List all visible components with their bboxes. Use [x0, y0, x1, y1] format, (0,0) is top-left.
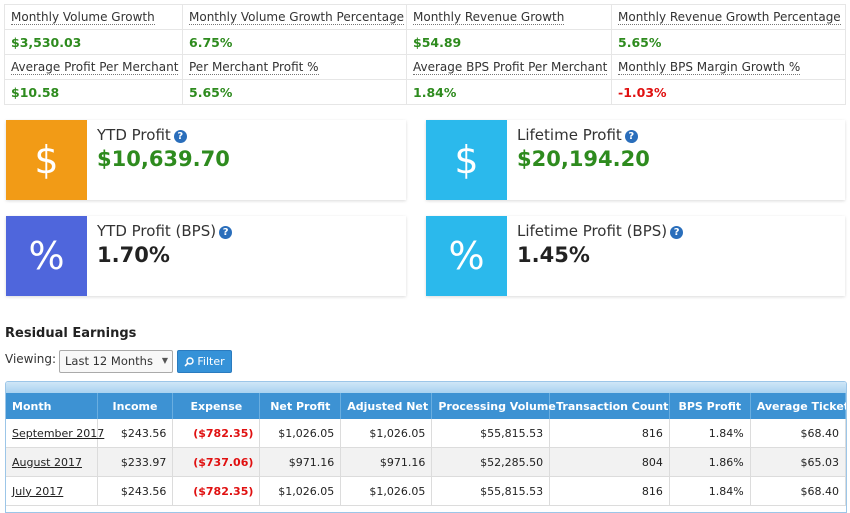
cell-income: $243.56 — [97, 419, 174, 448]
dollar-icon: $ — [426, 120, 507, 200]
lifetime-bps-title: Lifetime Profit (BPS)? — [517, 222, 684, 240]
period-select-value: Last 12 Months — [65, 354, 153, 368]
ytd-profit-title: YTD Profit? — [97, 126, 187, 144]
metric-label-revenue-growth-pct: Monthly Revenue Growth Percentage — [611, 4, 846, 30]
cell-bps-profit: 1.84% — [669, 476, 751, 506]
cell-transaction-count: 816 — [549, 476, 670, 506]
month-link[interactable]: July 2017 — [6, 476, 98, 506]
help-icon[interactable]: ? — [624, 130, 638, 143]
cell-net-profit: $1,026.05 — [259, 419, 342, 448]
dollar-icon: $ — [6, 120, 87, 200]
cell-average-ticket: $65.03 — [750, 447, 846, 477]
cell-average-ticket: $68.40 — [750, 419, 846, 448]
lifetime-profit-value: $20,194.20 — [517, 147, 650, 171]
cell-processing-volume: $55,815.53 — [431, 476, 551, 506]
cell-bps-profit: 1.86% — [669, 447, 751, 477]
search-icon — [184, 356, 195, 367]
viewing-label: Viewing: — [5, 352, 57, 366]
metric-label-avg-profit-merchant: Average Profit Per Merchant — [4, 54, 183, 80]
col-month[interactable]: Month — [6, 393, 98, 419]
cell-net-profit: $971.16 — [259, 447, 342, 477]
chevron-down-icon: ▼ — [161, 356, 168, 365]
table-header-row: Month Income Expense Net Profit Adjusted… — [6, 393, 846, 419]
cell-adjusted-net: $971.16 — [340, 447, 433, 477]
cell-expense: ($782.35) — [172, 419, 261, 448]
col-average-ticket[interactable]: Average Ticket — [750, 393, 846, 419]
cell-income: $243.56 — [97, 476, 174, 506]
residual-table: Month Income Expense Net Profit Adjusted… — [5, 381, 847, 513]
lifetime-bps-card: % Lifetime Profit (BPS)? 1.45% — [426, 216, 845, 296]
col-expense[interactable]: Expense — [172, 393, 261, 419]
cell-expense: ($782.35) — [172, 476, 261, 506]
col-processing-volume[interactable]: Processing Volume — [431, 393, 556, 419]
ytd-profit-card: $ YTD Profit? $10,639.70 — [6, 120, 406, 200]
month-link[interactable]: August 2017 — [6, 447, 98, 477]
table-row: September 2017 $243.56 ($782.35) $1,026.… — [6, 419, 846, 448]
help-icon[interactable]: ? — [670, 226, 684, 239]
metric-value-bps-margin-growth: -1.03% — [611, 79, 846, 105]
ytd-bps-card: % YTD Profit (BPS)? 1.70% — [6, 216, 406, 296]
month-link[interactable]: September 2017 — [6, 419, 104, 448]
metric-label-bps-margin-growth: Monthly BPS Margin Growth % — [611, 54, 846, 80]
col-bps-profit[interactable]: BPS Profit — [669, 393, 751, 419]
cell-bps-profit: 1.84% — [669, 419, 751, 448]
cell-adjusted-net: $1,026.05 — [340, 419, 433, 448]
ytd-bps-value: 1.70% — [97, 243, 170, 267]
filter-button[interactable]: Filter — [177, 350, 232, 373]
ytd-profit-value: $10,639.70 — [97, 147, 230, 171]
metric-label-merchant-profit-pct: Per Merchant Profit % — [182, 54, 407, 80]
cell-adjusted-net: $1,026.05 — [340, 476, 433, 506]
metric-value-volume-growth: $3,530.03 — [4, 29, 183, 55]
cell-expense: ($737.06) — [172, 447, 261, 477]
col-net-profit[interactable]: Net Profit — [259, 393, 342, 419]
help-icon[interactable]: ? — [173, 130, 187, 143]
metrics-grid: Monthly Volume Growth Monthly Volume Gro… — [4, 4, 846, 105]
col-transaction-count[interactable]: Transaction Count — [549, 393, 670, 419]
metric-value-avg-bps-profit: 1.84% — [406, 79, 612, 105]
col-adjusted-net[interactable]: Adjusted Net — [340, 393, 433, 419]
col-income[interactable]: Income — [97, 393, 174, 419]
metric-value-revenue-growth-pct: 5.65% — [611, 29, 846, 55]
metric-value-volume-growth-pct: 6.75% — [182, 29, 407, 55]
lifetime-bps-value: 1.45% — [517, 243, 590, 267]
ytd-bps-title: YTD Profit (BPS)? — [97, 222, 233, 240]
percent-icon: % — [6, 216, 87, 296]
lifetime-profit-title: Lifetime Profit? — [517, 126, 638, 144]
metric-label-volume-growth: Monthly Volume Growth — [4, 4, 183, 30]
cell-income: $233.97 — [97, 447, 174, 477]
filter-button-label: Filter — [197, 355, 225, 368]
metric-value-avg-profit-merchant: $10.58 — [4, 79, 183, 105]
lifetime-profit-card: $ Lifetime Profit? $20,194.20 — [426, 120, 845, 200]
cell-net-profit: $1,026.05 — [259, 476, 342, 506]
help-icon[interactable]: ? — [219, 226, 233, 239]
metric-label-revenue-growth: Monthly Revenue Growth — [406, 4, 612, 30]
period-select[interactable]: Last 12 Months ▼ — [59, 350, 173, 373]
cell-processing-volume: $55,815.53 — [431, 419, 551, 448]
metric-value-revenue-growth: $54.89 — [406, 29, 612, 55]
table-header-band — [6, 382, 846, 393]
table-row: July 2017 $243.56 ($782.35) $1,026.05 $1… — [6, 476, 846, 506]
table-row: August 2017 $233.97 ($737.06) $971.16 $9… — [6, 447, 846, 477]
cell-transaction-count: 804 — [549, 447, 670, 477]
residual-earnings-heading: Residual Earnings — [5, 326, 137, 341]
metric-label-avg-bps-profit: Average BPS Profit Per Merchant — [406, 54, 612, 80]
percent-icon: % — [426, 216, 507, 296]
cell-processing-volume: $52,285.50 — [431, 447, 551, 477]
metric-label-volume-growth-pct: Monthly Volume Growth Percentage — [182, 4, 407, 30]
metric-value-merchant-profit-pct: 5.65% — [182, 79, 407, 105]
cell-average-ticket: $68.40 — [750, 476, 846, 506]
cell-transaction-count: 816 — [549, 419, 670, 448]
